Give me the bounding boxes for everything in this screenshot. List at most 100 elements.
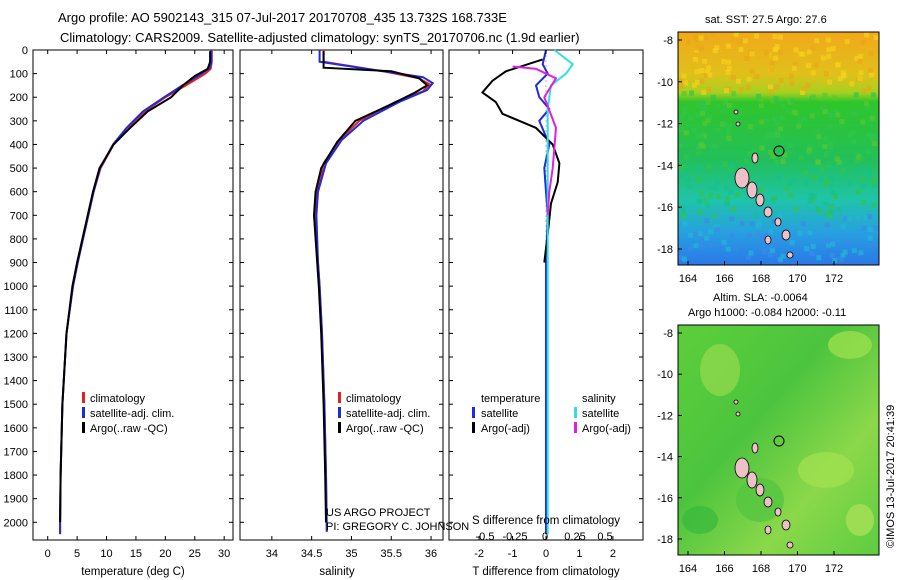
- imos-timestamp: ©IMOS 13-Jul-2017 20:41:39: [885, 405, 897, 548]
- sst-pixel: [852, 110, 858, 116]
- island-shape: [733, 399, 739, 405]
- island-shape: [764, 525, 772, 535]
- temperature-legend: climatology satellite-adj. clim. Argo(..…: [82, 392, 174, 435]
- sst-pixel: [768, 243, 774, 249]
- sst-pixel: [824, 181, 830, 187]
- sst-pixel: [839, 119, 845, 125]
- sst-pixel: [695, 150, 701, 156]
- sst-pixel: [708, 193, 714, 199]
- sst-pixel: [763, 134, 769, 140]
- sst-pixel: [726, 136, 732, 141]
- sst-pixel: [745, 84, 751, 90]
- legend-swatch-argo: [338, 422, 341, 433]
- sst-pixel: [814, 38, 820, 44]
- sla-map-title-line1: Altim. SLA: -0.0064: [713, 292, 808, 304]
- map-y-tick-label: -18: [657, 244, 673, 256]
- sst-pixel: [870, 92, 876, 98]
- legend-swatch-satellite: [82, 407, 85, 418]
- sst-pixel: [810, 243, 816, 249]
- legend-swatch-t-argo: [472, 422, 475, 433]
- sst-pixel: [708, 229, 713, 235]
- sst-pixel: [818, 177, 824, 183]
- credit-project: US ARGO PROJECT: [326, 507, 431, 519]
- sst-pixel: [692, 57, 698, 62]
- sst-pixel: [793, 206, 799, 212]
- sst-pixel: [866, 149, 872, 155]
- sst-pixel: [697, 209, 703, 215]
- depth-tick-label: 700: [10, 210, 28, 222]
- sst-pixel: [749, 221, 755, 227]
- map-x-tick-label: 170: [788, 563, 806, 575]
- sst-pixel: [748, 250, 754, 256]
- sst-pixel: [866, 132, 872, 138]
- sst-pixel: [704, 218, 710, 224]
- sst-pixel: [845, 239, 851, 245]
- sst-pixel: [803, 170, 809, 176]
- x-tick-label: 35.5: [381, 548, 402, 560]
- sst-pixel: [774, 159, 780, 165]
- sla-blob: [682, 506, 718, 534]
- sst-pixel: [786, 180, 792, 186]
- sst-pixel: [700, 132, 706, 138]
- sst-pixel: [840, 252, 846, 258]
- sst-pixel: [826, 53, 832, 59]
- sst-pixel: [780, 253, 786, 259]
- sst-pixel: [681, 208, 687, 214]
- legend-swatch-climatology: [338, 392, 341, 403]
- sst-pixel: [855, 168, 861, 174]
- island-shape: [755, 483, 765, 497]
- island-shape: [734, 167, 750, 189]
- depth-tick-label: 500: [10, 163, 28, 175]
- sst-pixel: [769, 89, 775, 95]
- sst-pixel: [849, 81, 855, 87]
- sst-pixel: [678, 127, 684, 133]
- depth-tick-label: 1700: [4, 446, 28, 458]
- sst-pixel: [838, 257, 844, 262]
- sst-pixel: [707, 114, 713, 120]
- sla-islands: [733, 399, 794, 549]
- map-x-tick-label: 172: [825, 563, 843, 575]
- sst-pixel: [681, 73, 687, 79]
- sst-pixel: [777, 126, 783, 132]
- sst-pixel: [834, 109, 840, 115]
- sla-blob: [798, 452, 854, 488]
- legend-swatch-argo: [82, 422, 85, 433]
- sst-pixel: [688, 232, 694, 238]
- sst-pixel: [819, 166, 825, 172]
- sst-pixel: [772, 116, 777, 122]
- sst-pixel: [753, 213, 759, 218]
- island-shape: [786, 251, 794, 259]
- sst-pixel: [723, 200, 729, 206]
- sst-pixel: [742, 38, 748, 44]
- salinity-panel: [239, 49, 444, 541]
- sst-map-frame: [677, 31, 880, 266]
- sst-pixel: [738, 110, 744, 116]
- depth-tick-label: 1000: [4, 281, 28, 293]
- depth-tick-label: 100: [10, 69, 28, 81]
- sst-pixel: [832, 95, 837, 101]
- x-tick-label: 1: [576, 548, 582, 560]
- sst-pixel: [711, 143, 717, 149]
- sst-pixel: [861, 225, 867, 231]
- sst-pixel: [754, 33, 760, 39]
- sst-pixel: [860, 39, 866, 45]
- s-diff-tick-label: 0.25: [564, 531, 585, 543]
- sst-pixel: [806, 147, 812, 153]
- sst-pixel: [769, 67, 775, 73]
- sst-pixel: [685, 40, 691, 46]
- legend-argo: Argo(..raw -QC): [346, 423, 424, 435]
- sst-pixel: [770, 132, 775, 138]
- title-line1: Argo profile: AO 5902143_315 07-Jul-2017…: [58, 10, 507, 25]
- sst-pixel: [694, 36, 699, 42]
- sst-pixel: [798, 51, 804, 57]
- sst-pixel: [725, 69, 731, 75]
- sst-pixel: [801, 221, 807, 227]
- map-x-tick-label: 168: [752, 273, 770, 285]
- sst-pixel: [722, 161, 728, 166]
- sst-pixel: [695, 101, 701, 107]
- sst-pixel: [681, 91, 687, 97]
- depth-tick-label: 1400: [4, 376, 28, 388]
- sst-pixel: [769, 60, 775, 66]
- sst-pixel: [864, 101, 870, 107]
- sst-pixel: [809, 251, 815, 257]
